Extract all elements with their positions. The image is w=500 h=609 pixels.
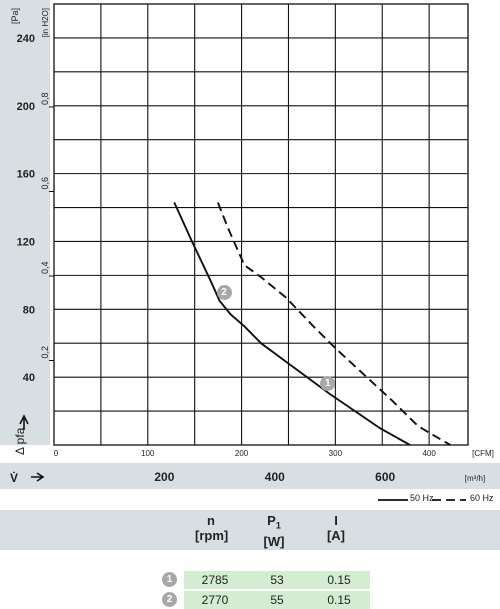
curve-50hz [173, 202, 411, 446]
legend-60hz-label: 60 Hz [470, 493, 494, 503]
curve-60hz [217, 202, 451, 446]
operating-point-1-marker: 1 [320, 376, 336, 392]
y-tick-pa: 40 [23, 372, 35, 384]
y-axis-arrow [19, 414, 29, 430]
plot-frame [53, 3, 469, 446]
y-unit-inh2o: [in H2O] [41, 8, 50, 37]
row-2-watts: 55 [246, 591, 308, 609]
row-2-rpm: 2770 [184, 591, 246, 609]
x-tick-cfm: 0 [54, 449, 59, 458]
x-tick-cfm: 300 [329, 449, 343, 458]
y-tick-inh2o: 0,2 [40, 346, 50, 359]
y-tick-inh2o: 0,6 [40, 177, 50, 190]
y-tick-pa: 120 [17, 236, 35, 248]
operating-point-2-marker: 2 [216, 284, 232, 300]
x-tick-cfm: 200 [235, 449, 249, 458]
x-axis-label: V̇ [10, 470, 18, 485]
y-unit-pa: [Pa] [10, 8, 20, 24]
row-2-amps: 0.15 [308, 591, 370, 609]
x-tick-m3h: 600 [375, 470, 395, 484]
chart-left-band [0, 0, 50, 445]
y-tick-pa: 160 [17, 169, 35, 181]
chart-curves [173, 202, 451, 446]
table-header-band [0, 510, 500, 550]
x-axis-arrow [31, 472, 45, 482]
x-tick-m3h: 400 [265, 470, 285, 484]
legend-50hz-label: 50 Hz [410, 493, 434, 503]
x-axis-band [0, 463, 500, 489]
x-tick-cfm: 100 [141, 449, 155, 458]
x-unit-cfm: [CFM] [472, 449, 494, 458]
y-tick-inh2o: 0,4 [40, 261, 50, 274]
header-n: n [rpm] [195, 513, 229, 543]
legend [378, 499, 466, 501]
y-axis-label: Δ pfa [13, 427, 27, 455]
row-1-watts: 53 [246, 571, 308, 589]
y-tick-inh2o: 0,8 [40, 92, 50, 105]
x-unit-m3h: [m³/h] [465, 474, 485, 483]
header-i: I [A] [326, 513, 346, 543]
row-2-badge: 2 [162, 592, 177, 607]
x-tick-m3h: 200 [154, 470, 174, 484]
y-tick-pa: 240 [17, 33, 35, 45]
x-tick-cfm: 400 [422, 449, 436, 458]
row-1-badge: 1 [162, 572, 177, 587]
row-1-rpm: 2785 [184, 571, 246, 589]
header-p1: P1 [W] [263, 513, 285, 549]
y-tick-pa: 200 [17, 101, 35, 113]
row-1-amps: 0.15 [308, 571, 370, 589]
chart-grid [49, 3, 469, 446]
y-tick-pa: 80 [23, 304, 35, 316]
